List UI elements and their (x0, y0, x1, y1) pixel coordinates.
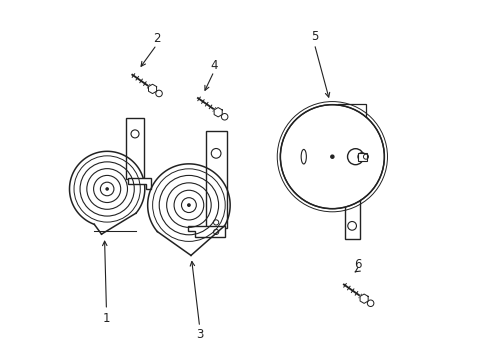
Polygon shape (127, 178, 150, 189)
Text: 3: 3 (196, 328, 203, 341)
Polygon shape (148, 84, 156, 94)
Bar (357, 153, 366, 161)
Polygon shape (187, 226, 224, 237)
Circle shape (280, 105, 384, 209)
Polygon shape (214, 108, 222, 117)
Circle shape (290, 115, 373, 198)
Circle shape (321, 146, 342, 167)
FancyBboxPatch shape (126, 117, 143, 180)
FancyBboxPatch shape (344, 111, 359, 239)
Ellipse shape (301, 149, 306, 164)
Circle shape (311, 136, 352, 177)
Circle shape (301, 126, 363, 188)
Circle shape (366, 300, 373, 306)
Text: 6: 6 (353, 258, 361, 271)
Circle shape (156, 90, 162, 97)
Text: 2: 2 (153, 32, 160, 45)
Circle shape (106, 188, 108, 190)
Text: 5: 5 (310, 30, 318, 43)
Circle shape (330, 155, 333, 158)
Circle shape (357, 153, 365, 161)
FancyBboxPatch shape (205, 131, 226, 228)
Polygon shape (359, 294, 367, 303)
Text: 1: 1 (102, 311, 110, 325)
Circle shape (347, 149, 363, 165)
Circle shape (221, 113, 227, 120)
Text: 4: 4 (210, 59, 217, 72)
Circle shape (187, 204, 190, 206)
FancyBboxPatch shape (338, 104, 365, 121)
